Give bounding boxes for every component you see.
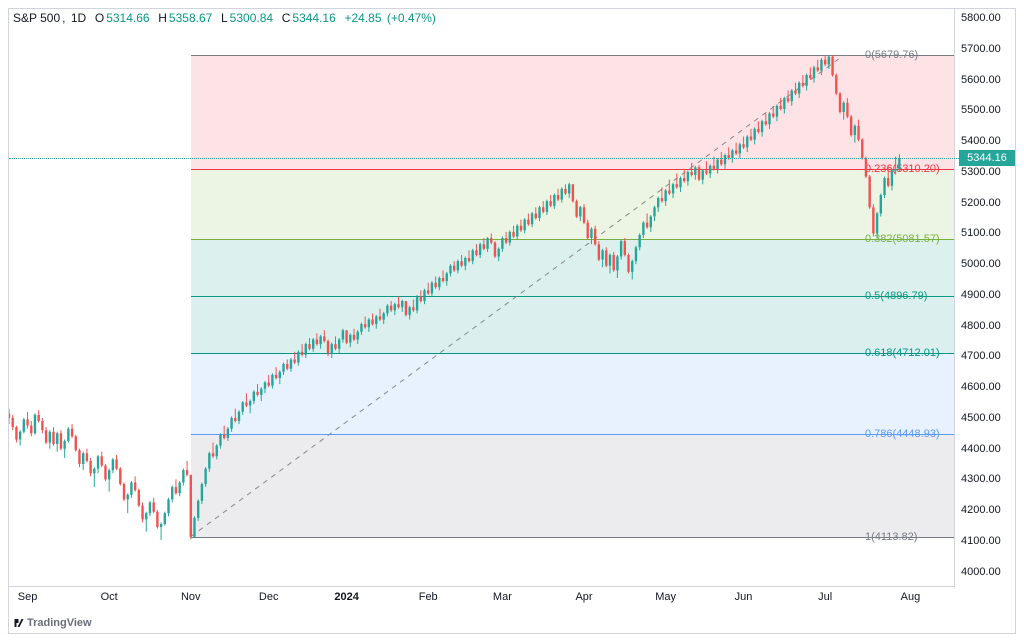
tradingview-icon [13,617,25,629]
x-tick: 2024 [334,591,358,603]
chart-plot-area[interactable]: 0(5679.76)0.236(5310.20)0.382(5081.57)0.… [9,9,955,587]
chart-frame: S&P 500, 1D O5314.66 H5358.67 L5300.84 C… [8,8,1016,634]
y-tick: 4900.00 [961,289,1001,301]
change-pct: (+0.47%) [387,11,436,25]
candles-svg [9,9,955,587]
y-tick: 5200.00 [961,197,1001,209]
close-value: 5344.16 [292,11,335,25]
x-axis[interactable]: Sep Oct Nov Dec 2024 Feb Mar Apr May Jun Jul Aug [9,586,955,611]
low-value: 5300.84 [230,11,273,25]
y-tick: 4300.00 [961,473,1001,485]
x-tick: Feb [419,591,438,603]
y-tick: 4000.00 [961,566,1001,578]
y-tick: 5800.00 [961,12,1001,24]
x-tick: Oct [101,591,118,603]
O-label: O [95,11,104,25]
y-tick: 4100.00 [961,535,1001,547]
y-tick: 4400.00 [961,443,1001,455]
current-price-flag: 5344.16 [959,150,1015,166]
y-tick: 4200.00 [961,504,1001,516]
x-tick: Jul [818,591,832,603]
y-tick: 5000.00 [961,258,1001,270]
y-tick: 4700.00 [961,350,1001,362]
open-value: 5314.66 [106,11,149,25]
x-tick: Nov [181,591,201,603]
x-tick: Sep [18,591,38,603]
y-tick: 4800.00 [961,320,1001,332]
x-tick: May [655,591,676,603]
H-label: H [158,11,167,25]
watermark: TradingView [13,617,92,629]
L-label: L [221,11,228,25]
x-tick: Jun [735,591,753,603]
x-tick: Apr [575,591,592,603]
C-label: C [282,11,291,25]
y-axis[interactable]: 4000.00 4100.00 4200.00 4300.00 4400.00 4500.… [954,9,1015,587]
y-tick: 4500.00 [961,412,1001,424]
y-tick: 5500.00 [961,104,1001,116]
high-value: 5358.67 [169,11,212,25]
chart-header: S&P 500, 1D O5314.66 H5358.67 L5300.84 C… [13,11,438,25]
current-price-line [9,158,1015,159]
x-tick: Dec [259,591,279,603]
change-value: +24.85 [344,11,381,25]
interval: 1D [71,11,86,25]
symbol-name: S&P 500 [13,11,60,25]
y-tick: 4600.00 [961,381,1001,393]
x-tick: Aug [901,591,921,603]
y-tick: 5300.00 [961,166,1001,178]
x-tick: Mar [493,591,512,603]
y-tick: 5600.00 [961,74,1001,86]
y-tick: 5100.00 [961,227,1001,239]
y-tick: 5700.00 [961,43,1001,55]
y-tick: 5400.00 [961,135,1001,147]
